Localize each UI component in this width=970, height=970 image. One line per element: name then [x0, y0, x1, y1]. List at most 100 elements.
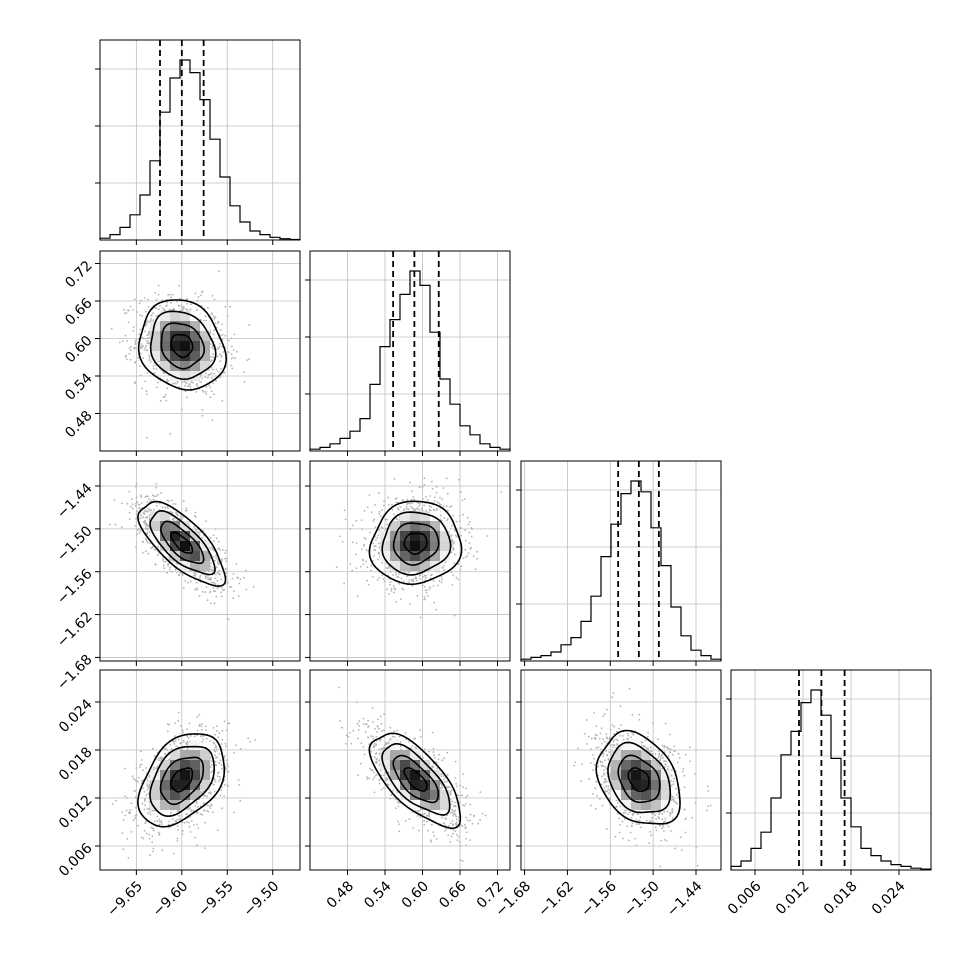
scatter-point [450, 571, 453, 573]
scatter-point [146, 778, 149, 780]
scatter-point [139, 764, 142, 766]
density-cell [160, 361, 170, 371]
scatter-point [245, 588, 248, 591]
scatter-point [213, 742, 215, 744]
scatter-point [389, 797, 392, 800]
scatter-point [214, 322, 217, 325]
scatter-point [185, 820, 188, 823]
scatter-point [203, 847, 206, 849]
scatter-point [157, 757, 160, 759]
scatter-point [212, 315, 215, 318]
scatter-point [188, 825, 191, 828]
scatter-point [390, 589, 393, 592]
scatter-point [183, 381, 186, 383]
scatter-point [184, 384, 187, 387]
density-cell [190, 351, 200, 361]
scatter-point [139, 328, 142, 331]
scatter-point [121, 340, 124, 342]
scatter-point [243, 576, 245, 579]
scatter-point [246, 359, 249, 361]
scatter-point [132, 309, 134, 311]
scatter-point [177, 719, 180, 722]
scatter-point [173, 382, 176, 384]
scatter-point [146, 783, 148, 785]
scatter-point [370, 564, 373, 567]
scatter-point [457, 478, 460, 481]
scatter-point [204, 376, 207, 379]
scatter-point [185, 396, 188, 399]
contours-r1-c0 [137, 299, 228, 391]
scatter-point [147, 298, 149, 301]
scatter-point [413, 498, 416, 501]
scatter-point [451, 524, 453, 527]
scatter-point [355, 542, 358, 544]
scatter-point [132, 777, 135, 780]
scatter-point [141, 551, 144, 554]
scatter-point [147, 337, 150, 340]
scatter-point [220, 789, 223, 792]
scatter-point [204, 725, 207, 728]
scatter-point [228, 722, 231, 725]
scatter-point [433, 754, 435, 757]
scatter-point [209, 396, 212, 399]
scatter-point [235, 562, 238, 565]
scatter-point [125, 312, 128, 314]
scatter-point [212, 353, 215, 355]
scatter-point [362, 559, 365, 562]
scatter-point [170, 811, 173, 814]
scatter-point [176, 381, 179, 384]
scatter-point [140, 759, 143, 761]
scatter-point [184, 390, 187, 393]
scatter-point [140, 496, 142, 498]
ticks-r1-c1 [305, 279, 498, 456]
scatter-point [145, 337, 148, 340]
scatter-point [438, 502, 440, 504]
scatter-point [443, 569, 445, 572]
scatter-point [201, 414, 204, 417]
scatter-point [363, 510, 366, 512]
scatter-point [137, 824, 139, 827]
scatter-point [399, 598, 402, 600]
scatter-point [213, 317, 216, 320]
contour-level-3 [137, 299, 228, 391]
density-cell [180, 311, 190, 321]
scatter-point [238, 582, 241, 585]
scatter-point [154, 563, 157, 565]
scatter-point [210, 763, 213, 766]
scatter-point [148, 342, 151, 345]
scatter-point [423, 484, 426, 486]
scatter-point [168, 820, 171, 823]
panel-frame-r3-c3 [730, 669, 932, 871]
scatter-point [145, 794, 148, 797]
scatter-point [144, 330, 146, 333]
scatter-point [213, 333, 215, 336]
scatter-point [418, 504, 421, 507]
scatter-point [196, 716, 199, 718]
scatter-point [149, 542, 152, 545]
scatter-point [215, 557, 218, 560]
scatter-point [142, 837, 145, 840]
scatter-point [218, 762, 221, 764]
scatter-point [421, 486, 424, 489]
scatter-point [226, 722, 229, 725]
scatter-point [211, 294, 214, 297]
scatter-point [140, 345, 143, 348]
scatter-point [454, 534, 457, 537]
scatter-point [367, 583, 370, 586]
scatter-point [369, 531, 371, 534]
scatter-point [440, 775, 443, 777]
scatter-point [182, 587, 185, 590]
scatter-point [386, 523, 388, 526]
scatter-point [441, 816, 443, 819]
scatter-point [213, 298, 216, 301]
scatter-point [390, 587, 393, 590]
scatter-point [419, 503, 421, 505]
density-cell [190, 740, 200, 750]
scatter-point [145, 832, 148, 835]
scatter-point [155, 299, 158, 301]
scatter-point [214, 577, 217, 580]
scatter-point [115, 799, 117, 802]
scatter-point [146, 340, 149, 342]
scatter-point [386, 518, 388, 521]
grid-r3-c3 [731, 670, 931, 870]
